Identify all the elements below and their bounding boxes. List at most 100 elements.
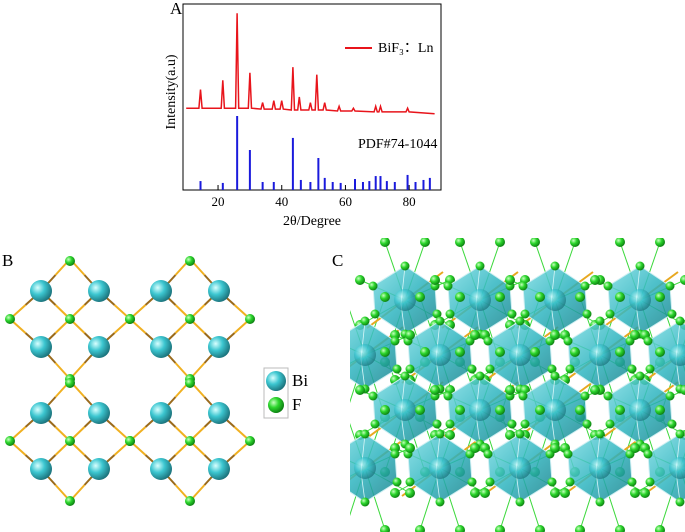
f-atom: [380, 525, 390, 532]
f-atom: [590, 385, 600, 395]
f-atom: [392, 477, 402, 487]
bi-atom: [30, 336, 52, 358]
bi-atom: [669, 344, 685, 366]
legend-box: [263, 367, 289, 419]
f-atom: [505, 430, 515, 440]
x-tick-label: 80: [403, 194, 416, 209]
f-atom: [415, 405, 425, 415]
legend-label: F: [292, 395, 301, 414]
f-atom: [655, 525, 665, 532]
f-atom: [483, 336, 493, 346]
xrd-line: [186, 13, 435, 115]
f-atom: [415, 525, 425, 532]
bi-atom-key: [266, 371, 286, 391]
x-tick-label: 20: [212, 194, 225, 209]
x-tick-label: 40: [275, 194, 288, 209]
f-atom: [405, 330, 415, 340]
f-atom: [432, 419, 442, 429]
f-atom: [315, 488, 325, 498]
f-atom: [565, 364, 575, 374]
bi-atom: [629, 399, 651, 421]
f-atom: [331, 478, 340, 487]
f-atom: [315, 330, 325, 340]
bi-atom: [544, 399, 566, 421]
f-atom: [565, 477, 575, 487]
f-atom: [405, 488, 415, 498]
f-atom: [400, 261, 410, 271]
bi-atom: [88, 280, 110, 302]
f-atom: [185, 436, 195, 446]
f-atom: [405, 477, 415, 487]
f-atom: [615, 525, 625, 532]
f-atom: [570, 347, 580, 357]
f-atom: [329, 450, 338, 459]
f-atom: [245, 436, 255, 446]
f-atom: [185, 256, 195, 266]
bi-atom: [669, 457, 685, 479]
f-atom: [360, 429, 370, 439]
f-atom: [530, 347, 540, 357]
f-atom: [185, 378, 195, 388]
polyhedral-structure: [315, 238, 685, 532]
f-atom: [605, 419, 615, 429]
f-atom: [340, 412, 350, 422]
f-atom: [615, 292, 625, 302]
f-atom: [125, 314, 135, 324]
f-atom: [605, 309, 615, 319]
bi-atom: [30, 458, 52, 480]
f-atom: [405, 443, 415, 453]
f-atom: [390, 336, 400, 346]
atom-legend: Bi F: [263, 367, 308, 419]
f-atom: [467, 477, 477, 487]
bi-atom: [429, 457, 451, 479]
f-atom: [635, 371, 645, 381]
plot-frame: [182, 3, 442, 191]
bi-atom: [469, 289, 491, 311]
f-atom: [515, 316, 525, 326]
f-atom: [595, 316, 605, 326]
f-atom: [470, 330, 480, 340]
bi-atom: [394, 399, 416, 421]
bi-atom: [208, 280, 230, 302]
f-atom: [630, 488, 640, 498]
f-atom: [507, 419, 517, 429]
f-atom: [390, 449, 400, 459]
f-atom-key: [268, 397, 284, 413]
f-atom: [675, 316, 685, 326]
bi-atom: [30, 280, 52, 302]
f-atom: [563, 336, 573, 346]
f-atom: [245, 314, 255, 324]
f-atom: [430, 385, 440, 395]
f-atom: [560, 488, 570, 498]
f-atom: [535, 292, 545, 302]
f-atom: [603, 281, 613, 291]
legend-label: Bi: [292, 371, 308, 390]
f-atom: [390, 488, 400, 498]
bi-atom: [30, 402, 52, 424]
f-atom: [575, 525, 585, 532]
f-atom: [65, 378, 75, 388]
bi-atom: [150, 458, 172, 480]
f-atom: [655, 238, 665, 247]
f-atom: [455, 347, 465, 357]
f-atom: [435, 429, 445, 439]
bi-atom: [150, 280, 172, 302]
xrd-chart: 2θ/Degree Intensity(a.u) BiF₃：Ln PDF#74-…: [164, 3, 442, 229]
f-atom: [582, 309, 592, 319]
f-atom: [580, 391, 590, 401]
bi-atom: [629, 289, 651, 311]
f-atom: [435, 497, 445, 507]
f-atom: [595, 497, 605, 507]
bi-atom: [589, 457, 611, 479]
f-atom: [475, 371, 485, 381]
f-atom: [430, 275, 440, 285]
f-atom: [455, 238, 465, 247]
x-axis-label: 2θ/Degree: [283, 214, 341, 229]
f-atom: [535, 405, 545, 415]
f-atom: [5, 436, 15, 446]
f-atom: [530, 238, 540, 247]
f-atom: [547, 364, 557, 374]
f-atom: [595, 429, 605, 439]
legend-label: BiF₃：Ln: [378, 41, 433, 56]
